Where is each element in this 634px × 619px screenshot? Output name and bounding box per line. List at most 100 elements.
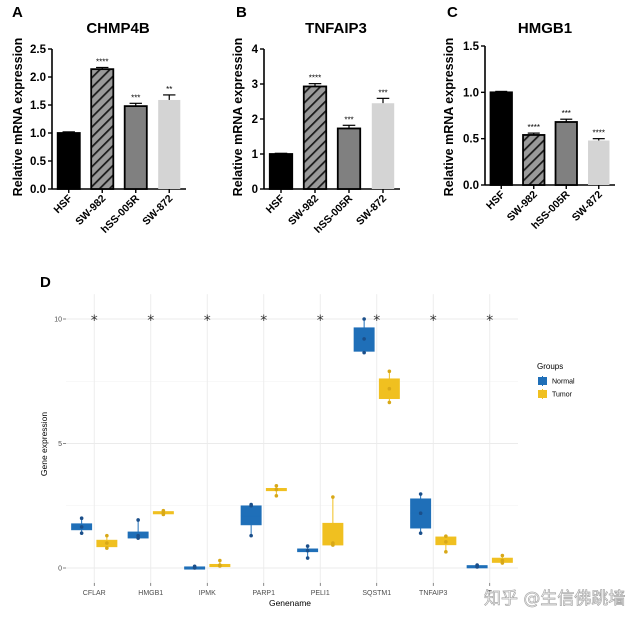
- data-point: [274, 487, 279, 492]
- significance-star: *: [260, 313, 267, 329]
- y-tick-label: 0.5: [30, 156, 47, 168]
- bar-chart-tnfaip3: TNFAIP3 Relative mRNA expression 0 1 2 3 4 HS…: [231, 20, 400, 236]
- significance-label: ****: [593, 129, 605, 138]
- data-point: [305, 556, 310, 560]
- y-tick-label: 1: [252, 149, 259, 161]
- legend-title: Groups: [537, 362, 563, 371]
- y-tick-label: 0.0: [30, 184, 46, 196]
- data-point: [500, 553, 505, 558]
- y-tick-label: 0.0: [463, 180, 479, 192]
- x-tick-label: SW-872: [570, 189, 605, 224]
- bar-hss-005r: [336, 127, 362, 190]
- data-point: [274, 493, 279, 498]
- data-point: [444, 534, 448, 538]
- data-point: [418, 531, 423, 535]
- bar-chart-chmp4b: CHMP4B Relative mRNA expression 0.0 0.5 1.…: [11, 20, 186, 236]
- x-tick-label: SW-872: [354, 193, 389, 228]
- box-t-tumor: [491, 553, 513, 565]
- data-point: [136, 533, 140, 538]
- data-point: [362, 317, 366, 321]
- bar-sw-872: [158, 99, 181, 189]
- box-hmgb1-tumor: [152, 508, 174, 517]
- x-tick-label: HSF: [264, 192, 288, 216]
- bar-sw-982: [90, 68, 115, 190]
- y-tick-label: 1.0: [463, 87, 479, 99]
- significance-label: ***: [131, 93, 140, 102]
- bar-hss-005r: [123, 105, 148, 190]
- panel-label-c: C: [447, 4, 458, 21]
- chart-title: TNFAIP3: [305, 20, 367, 37]
- data-point: [218, 564, 222, 568]
- significance-label: ***: [562, 109, 571, 118]
- x-tick-label: PARP1: [253, 590, 276, 597]
- data-point: [105, 541, 109, 545]
- grid-lines: 0 5 10 CFLAR * HMGB1 * IPMK * PARP1 * PELI1 * SQSTM1 *…: [54, 294, 518, 597]
- box-t-normal: [466, 563, 488, 569]
- data-point: [387, 369, 392, 374]
- data-point: [387, 386, 392, 391]
- significance-star: *: [430, 313, 437, 329]
- y-axis-label: Gene expression: [39, 412, 49, 477]
- box-ipmk-normal: [184, 564, 206, 570]
- data-point: [331, 495, 335, 499]
- box-tnfaip3-normal: [410, 492, 432, 535]
- data-point: [500, 561, 505, 565]
- y-tick-label: 2.0: [30, 72, 46, 84]
- data-point: [249, 533, 253, 538]
- panel-label-d: D: [40, 274, 51, 291]
- data-point: [79, 525, 84, 529]
- x-tick-label: HSF: [484, 188, 508, 212]
- data-point: [387, 400, 392, 405]
- legend: Groups Normal Tumor: [537, 362, 575, 399]
- box-sqstm1-tumor: [378, 369, 400, 405]
- data-point: [274, 484, 279, 488]
- data-point: [331, 543, 335, 547]
- bar-hsf: [489, 91, 513, 186]
- chart-title: CHMP4B: [86, 20, 150, 37]
- watermark: 知乎 @生信佛跳墙: [484, 589, 625, 609]
- box-parp1-normal: [240, 502, 262, 538]
- data-point: [362, 337, 366, 341]
- data-point: [475, 565, 479, 569]
- y-tick-label: 4: [252, 44, 259, 56]
- x-tick-label: T: [488, 590, 493, 597]
- data-point: [444, 550, 448, 554]
- y-axis-label: Relative mRNA expression: [231, 38, 245, 197]
- y-tick-label: 1.0: [30, 128, 46, 140]
- bars-group: 0.00.51.01.5HSFSW-982****hSS-005R***SW-8…: [463, 41, 615, 232]
- y-tick-label: 0.5: [463, 134, 480, 146]
- bar-hsf: [268, 153, 294, 190]
- legend-label-normal: Normal: [552, 379, 575, 386]
- data-point: [218, 558, 222, 563]
- bar-hsf: [56, 132, 81, 190]
- y-tick-label: 0: [58, 566, 62, 573]
- significance-label: ****: [96, 57, 108, 66]
- box-peli1-tumor: [322, 495, 344, 547]
- y-tick-label: 2: [252, 114, 258, 126]
- data-point: [444, 540, 448, 544]
- x-tick-label: IPMK: [199, 590, 216, 597]
- x-tick-label: CFLAR: [83, 590, 106, 597]
- data-point: [418, 511, 423, 516]
- x-axis-label: Genename: [269, 598, 311, 608]
- significance-label: **: [166, 85, 172, 94]
- bar-sw-982: [302, 85, 328, 190]
- data-point: [161, 512, 166, 517]
- box-cflar-tumor: [96, 533, 118, 550]
- data-point: [136, 518, 140, 522]
- x-tick-label: PELI1: [311, 590, 330, 597]
- significance-star: *: [486, 313, 493, 329]
- bar-sw-982: [522, 134, 546, 186]
- data-point: [418, 492, 423, 496]
- significance-star: *: [204, 313, 211, 329]
- box-plot-gene-expression: 0 5 10 CFLAR * HMGB1 * IPMK * PARP1 * PELI1 * SQSTM1 *…: [39, 294, 575, 608]
- bar-sw-872: [371, 103, 395, 189]
- x-tick-label: SW-872: [140, 193, 175, 228]
- x-tick-label: HMGB1: [138, 590, 163, 597]
- data-point: [79, 516, 84, 520]
- data-point: [500, 558, 505, 563]
- panel-label-b: B: [236, 4, 247, 21]
- y-tick-label: 1.5: [30, 100, 47, 112]
- significance-label: ****: [528, 123, 540, 132]
